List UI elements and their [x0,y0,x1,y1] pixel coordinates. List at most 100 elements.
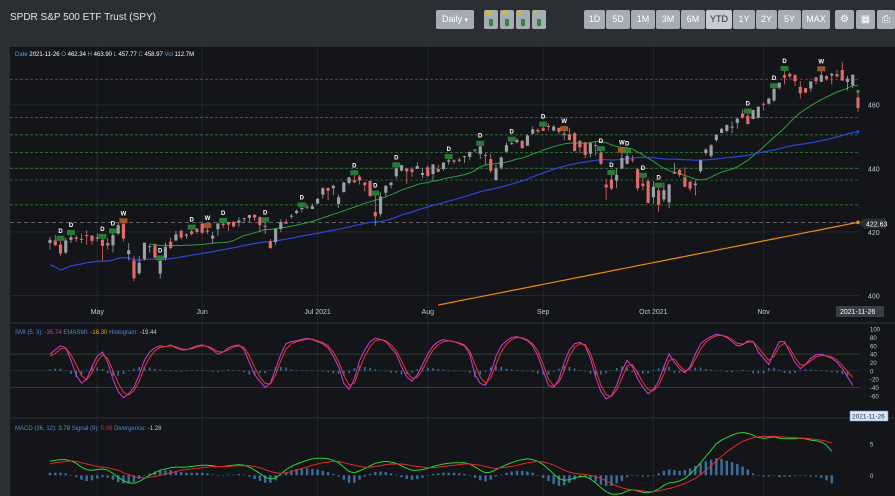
candle-body [447,160,451,162]
smi-histogram-bar [846,370,849,376]
smi-histogram-bar [516,370,518,371]
monthly-marker-toggle[interactable]: M [484,10,498,29]
smi-histogram-bar [259,370,261,374]
smi-y-tick: -20 [870,378,879,384]
macd-divergence-bar [132,475,136,483]
macd-divergence-bar [190,472,193,476]
smi-histogram-bar [196,370,198,371]
macd-divergence-bar [547,475,550,481]
candle-body [462,156,467,158]
smi-histogram-bar [610,370,613,371]
smi-histogram-bar [489,367,492,371]
smi-histogram-bar [164,370,167,372]
macd-divergence-bar [232,474,235,476]
candle-body [85,235,89,237]
range-button-6m[interactable]: 6M [681,10,705,29]
marker-label: D [189,218,194,224]
range-button-max[interactable]: MAX [802,10,830,29]
candle-body [127,250,131,255]
macd-divergence-bar [111,475,115,480]
macd-legend-field: 3.78 [57,426,71,432]
calculator-button[interactable]: ▦ [856,10,875,29]
candle-body [415,166,419,169]
smi-histogram-bar [248,370,251,375]
smi-histogram-bar [96,367,99,371]
smi-histogram-bar [647,370,649,374]
candle-body [672,172,676,174]
candle-body [761,103,766,105]
ohlc-field: 112.7M [173,52,194,58]
range-button-1d[interactable]: 1D [584,10,605,29]
candle-body [699,160,703,172]
candle-body [289,215,293,217]
sma-mid-line [49,131,859,271]
macd-divergence-bar [405,475,408,480]
y-tick-label: 460 [868,103,880,110]
weekly-marker-toggle[interactable]: W [500,10,514,29]
candle-body [216,223,220,230]
macd-divergence-bar [143,475,146,476]
macd-divergence-bar [610,475,613,486]
print-button[interactable]: ⎙ [877,10,895,29]
smi-histogram-bar [836,370,838,373]
smi-histogram-bar [678,370,681,373]
x-tick-label: Oct 2021 [639,309,668,316]
candle-body [546,125,551,127]
macd-divergence-bar [174,470,178,476]
macd-divergence-bar [342,475,346,480]
candle-body [557,127,561,132]
macd-divergence-bar [709,459,713,476]
smi-histogram-bar [547,370,550,375]
daily-marker-toggle[interactable]: D [516,10,530,29]
level-lines [10,78,860,223]
daily-marker-icon: D [518,11,523,17]
macd-divergence-bar [557,475,561,486]
range-button-3m[interactable]: 3M [656,10,680,29]
macd-divergence-bar [305,468,309,476]
macd-divergence-bar [311,468,314,476]
smi-histogram-bar [374,369,377,371]
smi-histogram-bar [705,369,707,371]
marker-badge [297,202,306,208]
range-button-5y[interactable]: 5Y [778,10,801,29]
macd-divergence-bar [751,473,755,476]
smi-histogram-bar [752,370,754,374]
candle-body [751,110,755,119]
candle-body [389,182,393,186]
macd-divergence-bar [704,461,708,476]
settings-button[interactable]: ⚙ [835,10,854,29]
candle-body [263,225,267,227]
axes: May Jun Jul 2021 Aug Sep Oct 2021 Nov 460 440 420… [91,103,881,480]
macd-divergence-bar [300,468,304,476]
x-tick-label: Jun [197,309,208,316]
intraday-marker-toggle[interactable]: I [532,10,546,29]
smi-histogram-bar [432,368,434,371]
smi-histogram-bar [589,370,592,374]
candle-body [814,77,818,82]
interval-dropdown[interactable]: Daily ▾ [436,10,474,29]
macd-divergence-bar [284,472,288,476]
candle-body [200,223,204,233]
macd-divergence-bar [725,460,729,476]
marker-label: D [447,147,452,153]
range-button-1y[interactable]: 1Y [733,10,755,29]
smi-histogram-bar [741,369,744,371]
smi-histogram-bar [505,368,508,371]
macd-divergence-bar [101,475,104,478]
macd-legend-field: 5.06 [99,426,113,432]
smi-legend-field: -35.74 [43,330,62,336]
range-button-5d[interactable]: 5D [606,10,630,29]
marker-label: D [656,176,661,182]
candle-body [583,142,587,155]
marker-label: D [641,166,646,172]
range-button-1m[interactable]: 1M [631,10,655,29]
candle-body [793,75,797,82]
smi-histogram-bar [426,367,429,371]
smi-histogram-bar [778,369,781,371]
range-button-2y[interactable]: 2Y [756,10,777,29]
range-button-ytd[interactable]: YTD [706,10,732,29]
candle-body [709,145,713,156]
marker-label: D [373,184,378,190]
macd-divergence-bar [568,475,571,483]
